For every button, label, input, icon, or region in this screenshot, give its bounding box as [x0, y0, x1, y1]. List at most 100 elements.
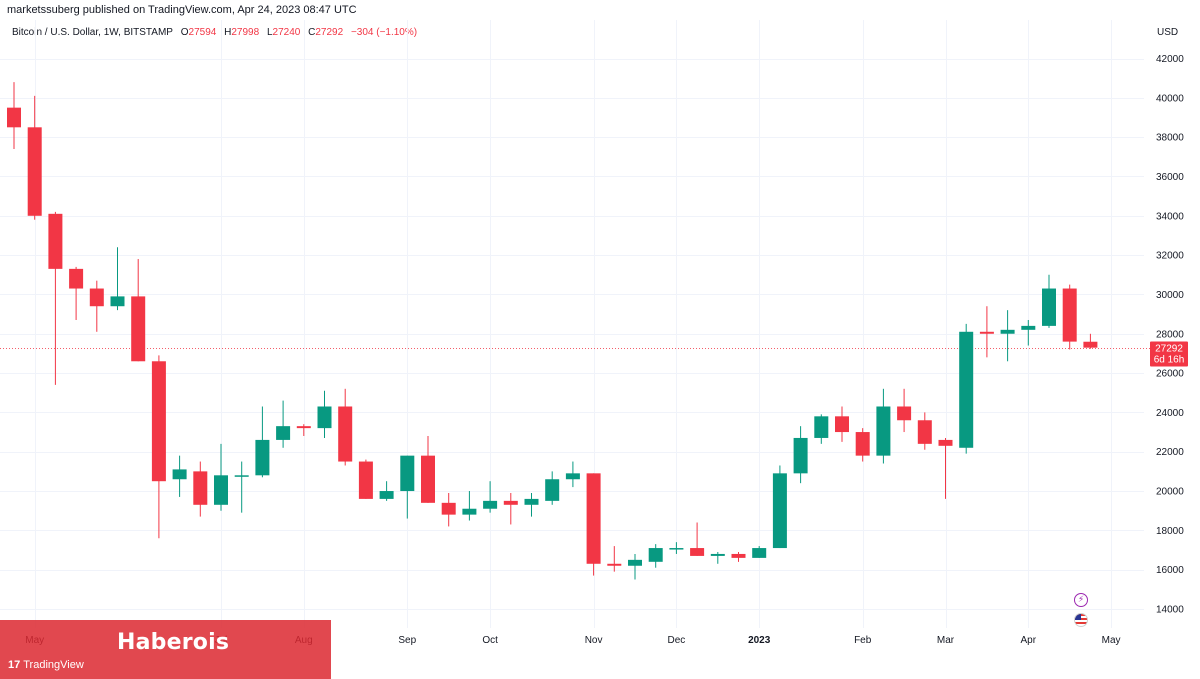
price-tick-label: 32000: [1156, 251, 1184, 262]
open-value: 27594: [188, 27, 217, 38]
candle-body: [586, 473, 601, 564]
candle: [710, 551, 725, 564]
candle-body: [172, 469, 187, 480]
high-value: 27998: [231, 27, 260, 38]
candle-body: [628, 559, 642, 566]
candle: [151, 355, 166, 539]
time-tick-label: Apr: [1021, 635, 1037, 646]
candle: [193, 461, 208, 517]
candle: [835, 406, 849, 442]
price-axis: 14000 16000 18000 20000 22000 24000 26000 28000…: [1156, 54, 1184, 616]
time-tick-label: Nov: [585, 635, 603, 646]
candle: [690, 522, 705, 556]
candle: [255, 406, 270, 478]
candle-body: [483, 500, 498, 509]
candle: [1021, 319, 1036, 346]
price-tick-label: 38000: [1156, 133, 1184, 144]
candle-body: [897, 406, 912, 421]
us-flag-icon[interactable]: [1074, 613, 1088, 627]
candle-body: [1000, 329, 1015, 334]
close-label: C: [308, 27, 316, 38]
brand-banner: [0, 620, 331, 679]
candle-body: [48, 213, 63, 269]
candle: [731, 551, 746, 562]
candles-layer: [7, 82, 1098, 580]
candle: [793, 426, 808, 484]
candle: [234, 461, 249, 513]
candle: [545, 471, 560, 505]
price-tick-label: 16000: [1156, 565, 1184, 576]
candle-body: [421, 455, 435, 503]
time-tick-label: Oct: [482, 635, 498, 646]
open-label: O: [180, 27, 189, 38]
candle-body: [255, 439, 270, 476]
candle: [462, 491, 477, 521]
price-tick-label: 24000: [1156, 408, 1184, 419]
price-tick-label: 26000: [1156, 369, 1184, 380]
candle: [358, 459, 373, 499]
candle-body: [648, 548, 663, 562]
price-tick-label: 22000: [1156, 447, 1184, 458]
candle: [772, 465, 787, 549]
change-value: −304 (−1.10%): [350, 27, 418, 38]
bar-countdown: 6d 16h: [1154, 355, 1185, 366]
candle-body: [814, 416, 829, 438]
candle-body: [710, 553, 725, 556]
publisher-line: marketssuberg published on TradingView.c…: [7, 4, 357, 16]
candle-body: [876, 406, 891, 456]
candle-body: [938, 439, 953, 446]
candle: [938, 437, 953, 499]
candle: [855, 428, 870, 462]
candle-body: [835, 416, 849, 433]
candle: [586, 473, 601, 576]
last-price-value: 27292: [1155, 344, 1183, 355]
candle-body: [524, 498, 539, 505]
time-tick-label: May: [1102, 635, 1121, 646]
candle: [669, 542, 684, 554]
candle: [1062, 284, 1077, 350]
candle: [441, 493, 456, 527]
candle: [876, 388, 891, 464]
candle-body: [690, 548, 705, 556]
candle-body: [358, 461, 373, 499]
candle-body: [234, 475, 249, 477]
candle: [917, 412, 932, 450]
candle: [172, 455, 187, 497]
candle: [379, 481, 394, 501]
tradingview-logo[interactable]: 17 TradingView: [8, 659, 84, 671]
candle-body: [214, 475, 228, 505]
candle-body: [89, 288, 104, 307]
candle-body: [151, 361, 166, 482]
candle: [524, 493, 539, 517]
candle-body: [565, 473, 580, 480]
price-tick-label: 40000: [1156, 93, 1184, 104]
tradingview-logo-text: TradingView: [23, 659, 84, 671]
candle: [1083, 333, 1098, 349]
candle: [338, 388, 353, 466]
low-label: L: [266, 27, 273, 38]
low-value: 27240: [272, 27, 301, 38]
price-tick-label: 18000: [1156, 526, 1184, 537]
candle-body: [193, 471, 208, 505]
last-price-badge-bg: [1150, 341, 1188, 367]
candle-body: [69, 268, 84, 289]
brand-banner-text: Haberois: [117, 630, 230, 655]
candle-body: [110, 296, 125, 307]
candle-body: [959, 331, 974, 448]
candle-body: [441, 502, 456, 515]
candle: [89, 280, 104, 332]
candle-body: [1083, 341, 1098, 348]
symbol-title: Bitcoin / U.S. Dollar, 1W, BITSTAMP: [12, 27, 173, 38]
candle: [483, 481, 498, 513]
time-tick-label: Mar: [937, 635, 955, 646]
candle-body: [1042, 288, 1056, 326]
high-label: H: [224, 27, 232, 38]
candle: [131, 259, 146, 362]
candle: [317, 390, 332, 438]
candle-body: [338, 406, 353, 462]
bolt-icon[interactable]: ⚡: [1074, 593, 1088, 607]
candle-body: [296, 426, 311, 429]
candle: [628, 553, 642, 580]
